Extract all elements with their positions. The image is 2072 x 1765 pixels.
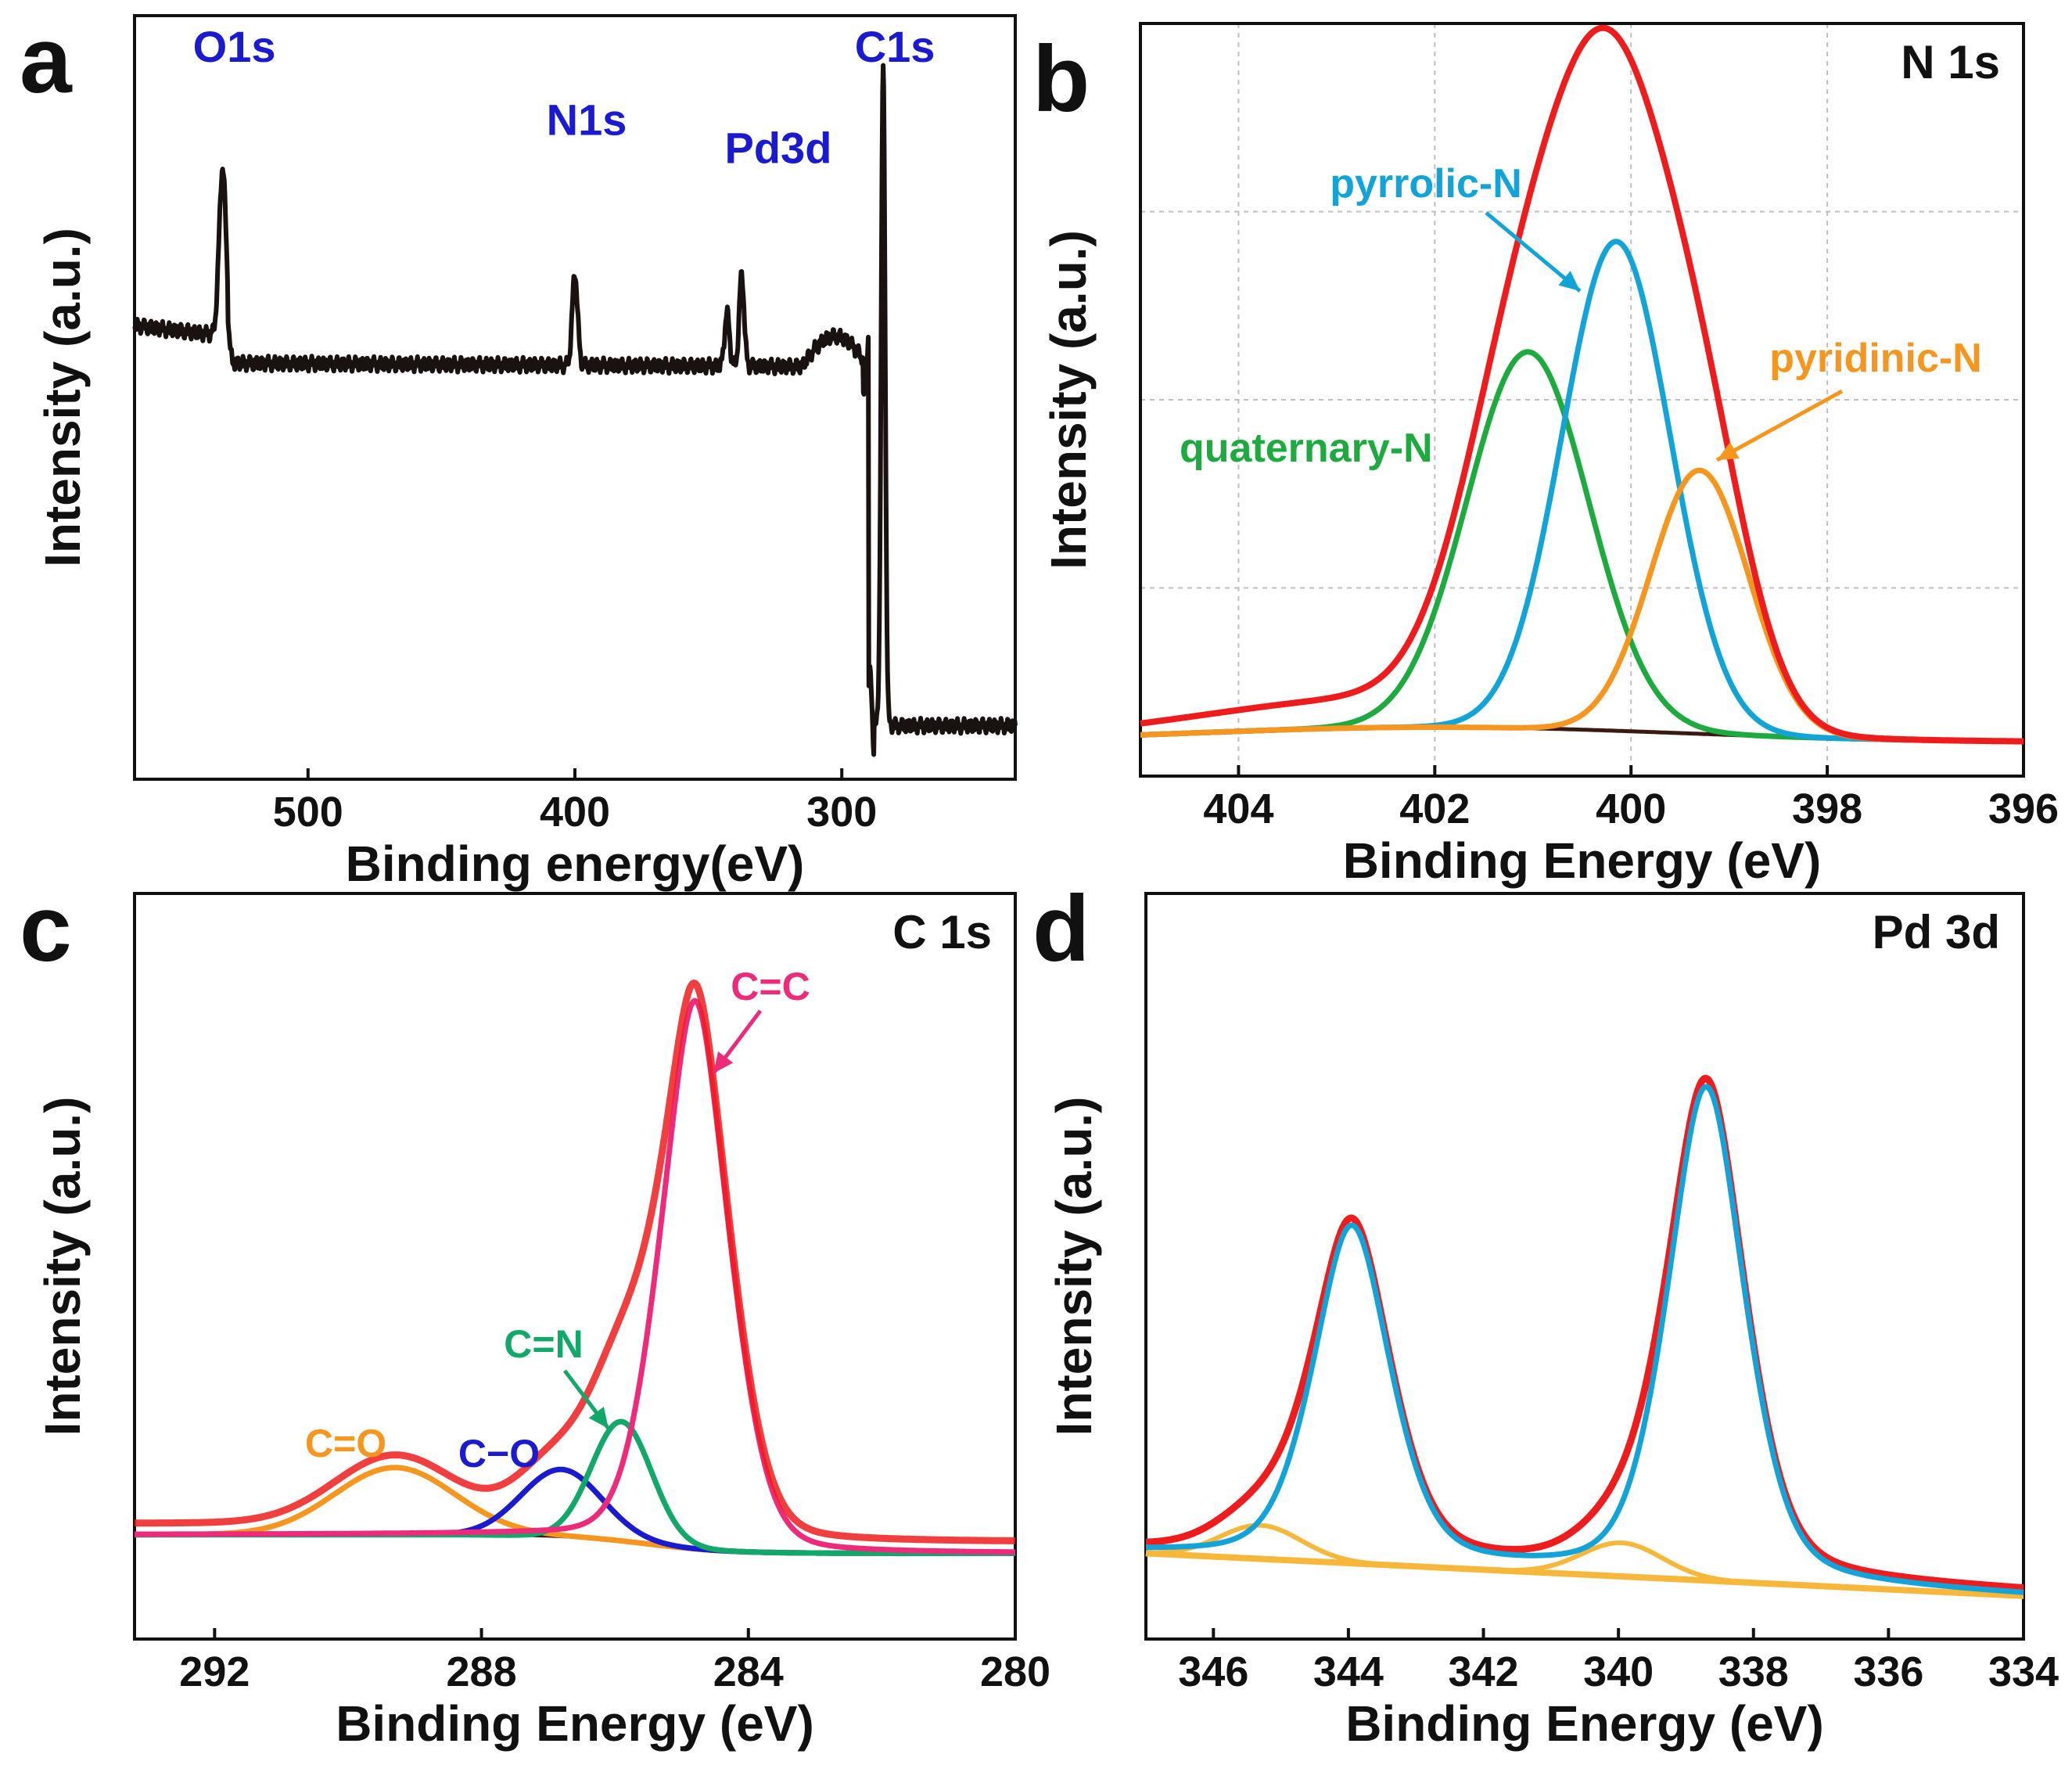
series-line-pd0 bbox=[1146, 1084, 2024, 1595]
annotation-arrow-0-head bbox=[1558, 271, 1580, 291]
x-tick-label-4: 396 bbox=[1988, 785, 2059, 832]
annotation-label-1: quaternary-N bbox=[1180, 426, 1433, 471]
series-line-envelope bbox=[1140, 24, 2024, 745]
series-line-1 bbox=[1140, 239, 2024, 745]
panel-title: Pd 3d bbox=[1873, 906, 2000, 958]
annotation-label-1: N1s bbox=[547, 95, 627, 144]
annotation-label-2: C−O bbox=[458, 1432, 540, 1476]
annotation-arrow-2-shaft bbox=[1715, 389, 1844, 462]
series-line-envelope bbox=[1146, 1074, 2024, 1591]
series-line-pd2-1 bbox=[1145, 1540, 2024, 1598]
plot-frame-c bbox=[133, 892, 1017, 1641]
x-tick-label-1: 288 bbox=[447, 1648, 517, 1695]
x-tick-label-4: 338 bbox=[1718, 1648, 1789, 1695]
annotation-label-3: C1s bbox=[855, 22, 935, 71]
panel-letter-c: c bbox=[20, 876, 72, 981]
x-axis-label: Binding Energy (eV) bbox=[1343, 832, 1822, 889]
x-axis-label: Binding Energy (eV) bbox=[336, 1695, 814, 1752]
plot-frame-b bbox=[1139, 22, 2025, 778]
series-line-envelope bbox=[135, 979, 1015, 1544]
annotation-arrow-0-shaft bbox=[1485, 211, 1582, 293]
series-line-2 bbox=[1140, 467, 2024, 745]
panel-d-pd3d: 346 344 342 340 338 336 334 Binding Energy (eV)… bbox=[1046, 892, 2059, 1752]
x-tick-label-1: 400 bbox=[540, 789, 610, 836]
annotation-label-0: C=C bbox=[731, 965, 810, 1008]
x-tick-label-2: 342 bbox=[1448, 1648, 1518, 1695]
x-tick-label-2: 284 bbox=[713, 1648, 784, 1695]
annotation-label-1: C=N bbox=[504, 1322, 583, 1366]
annotation-label-0: pyrrolic-N bbox=[1330, 161, 1522, 207]
y-axis-label: Intensity (a.u.) bbox=[1040, 230, 1097, 570]
annotation-label-0: O1s bbox=[193, 22, 276, 71]
x-tick-label-2: 400 bbox=[1596, 785, 1666, 832]
x-tick-label-6: 334 bbox=[1988, 1648, 2059, 1695]
annotation-label-2: Pd3d bbox=[725, 124, 832, 173]
x-axis-label: Binding Energy (eV) bbox=[1345, 1695, 1824, 1752]
series-line-survey bbox=[132, 63, 1018, 757]
x-tick-label-1: 402 bbox=[1399, 785, 1470, 832]
x-tick-label-3: 340 bbox=[1583, 1648, 1654, 1695]
annotation-arrow-2-head bbox=[1717, 441, 1740, 460]
x-tick-label-0: 292 bbox=[179, 1648, 250, 1695]
x-tick-label-0: 404 bbox=[1203, 785, 1273, 832]
x-tick-label-2: 300 bbox=[806, 789, 877, 836]
x-axis-label: Binding energy(eV) bbox=[346, 836, 805, 892]
x-tick-label-0: 346 bbox=[1178, 1648, 1248, 1695]
x-tick-label-1: 344 bbox=[1313, 1648, 1384, 1695]
x-tick-label-3: 280 bbox=[980, 1648, 1050, 1695]
panel-b-n1s: 404 402 400 398 396 Binding Energy (eV) Intens… bbox=[1040, 22, 2059, 889]
panel-letter-b: b bbox=[1032, 27, 1090, 131]
y-axis-label: Intensity (a.u.) bbox=[1046, 1097, 1102, 1436]
panel-letter-a: a bbox=[20, 8, 73, 113]
x-tick-label-0: 500 bbox=[273, 789, 343, 836]
series-line-3 bbox=[135, 998, 1015, 1555]
annotation-label-3: C=O bbox=[305, 1422, 386, 1465]
series-line-0 bbox=[1140, 349, 2024, 745]
panel-title: C 1s bbox=[892, 906, 992, 958]
y-axis-label: Intensity (a.u.) bbox=[34, 1097, 91, 1436]
x-tick-label-3: 398 bbox=[1792, 785, 1862, 832]
annotation-arrow-1-head bbox=[588, 1407, 609, 1429]
panel-letter-d: d bbox=[1032, 876, 1090, 981]
plot-frame-d bbox=[1144, 892, 2025, 1641]
panel-c-c1s: 292 288 284 280 Binding Energy (eV) Intensity… bbox=[34, 892, 1050, 1752]
y-axis-label: Intensity (a.u.) bbox=[34, 228, 91, 567]
annotation-arrow-0-head bbox=[713, 1051, 734, 1073]
annotation-label-2: pyridinic-N bbox=[1769, 336, 1982, 381]
panel-title: N 1s bbox=[1901, 36, 2000, 88]
x-tick-label-5: 336 bbox=[1853, 1648, 1923, 1695]
